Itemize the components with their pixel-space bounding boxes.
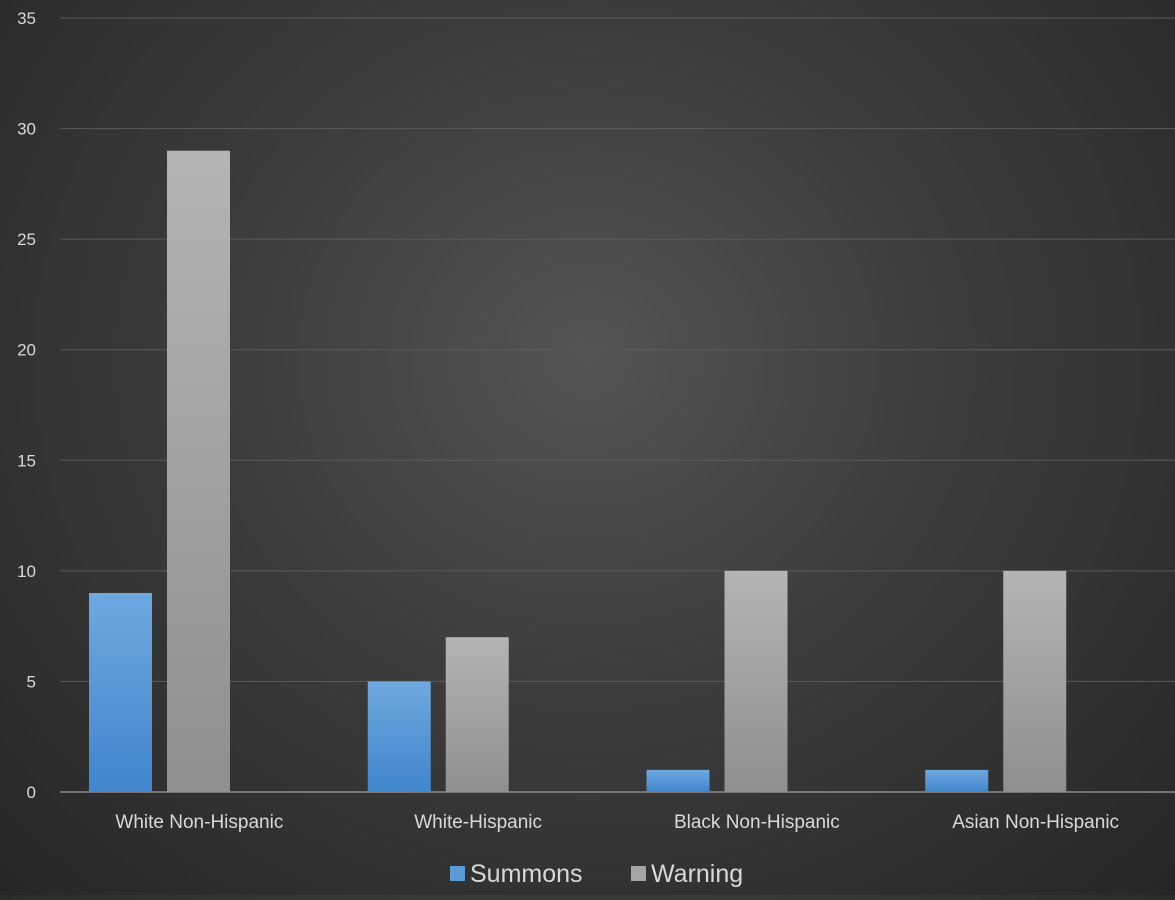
legend: Summons Warning: [450, 860, 743, 888]
bars: [89, 150, 1067, 792]
bar-warning-3: [1003, 570, 1067, 792]
y-axis-tick-labels: 0 5 10 15 20 25 30 35: [17, 9, 36, 802]
y-tick-label: 15: [17, 451, 36, 470]
legend-swatch-warning: [631, 866, 646, 881]
y-tick-label: 0: [27, 783, 36, 802]
x-tick-label: Black Non-Hispanic: [674, 812, 840, 833]
legend-label-warning: Warning: [651, 860, 743, 888]
y-tick-label: 5: [27, 672, 36, 691]
bar-summons-1: [367, 681, 431, 792]
legend-label-summons: Summons: [470, 860, 583, 888]
bar-warning-2: [724, 570, 788, 792]
x-tick-label: White-Hispanic: [414, 812, 542, 833]
bar-warning-1: [445, 637, 509, 792]
y-tick-label: 30: [17, 120, 36, 139]
gridlines: [60, 17, 1175, 793]
y-tick-label: 25: [17, 230, 36, 249]
bar-summons-2: [646, 769, 710, 792]
x-tick-label: Asian Non-Hispanic: [952, 812, 1119, 833]
y-tick-label: 10: [17, 562, 36, 581]
x-axis-tick-labels: White Non-Hispanic White-Hispanic Black No…: [115, 812, 1119, 833]
bar-warning-0: [167, 150, 230, 792]
legend-swatch-summons: [450, 866, 465, 881]
x-tick-label: White Non-Hispanic: [115, 812, 283, 833]
y-tick-label: 35: [17, 9, 36, 28]
bar-summons-0: [89, 592, 152, 792]
bar-summons-3: [925, 769, 989, 792]
y-tick-label: 20: [17, 341, 36, 360]
